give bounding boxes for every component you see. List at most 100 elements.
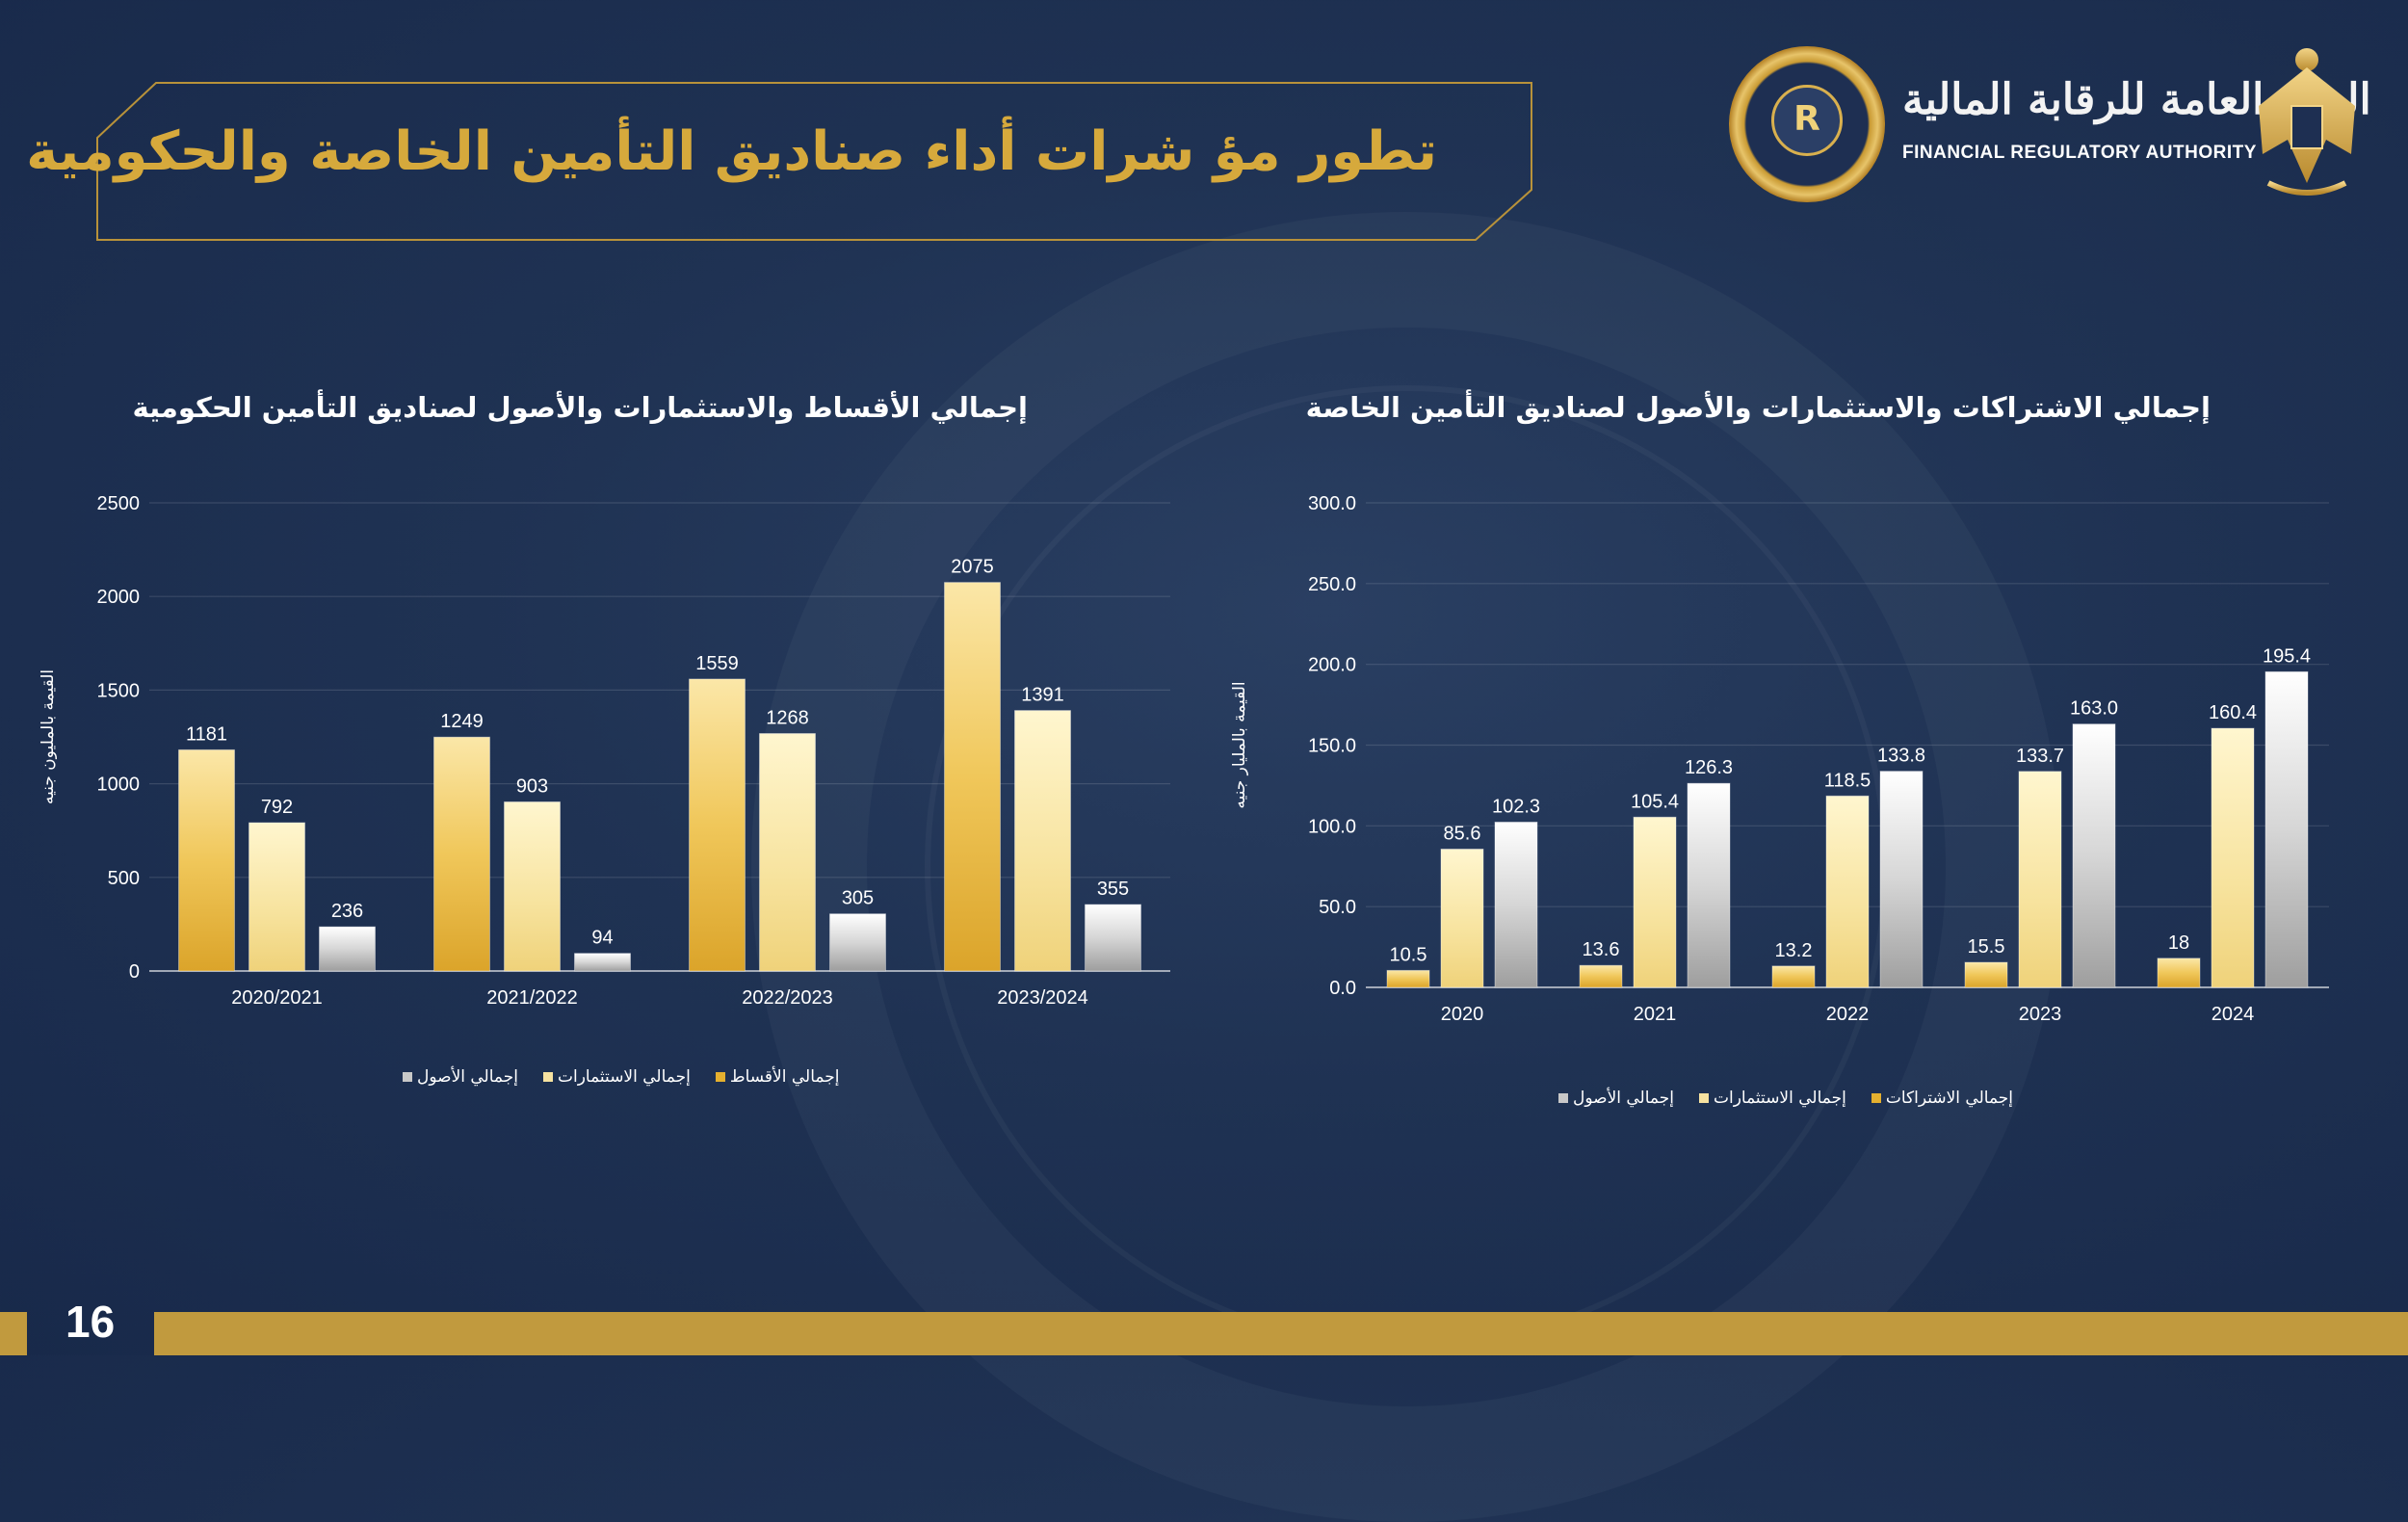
- y-tick-label: 1000: [97, 774, 141, 796]
- data-label: 903: [516, 775, 548, 797]
- data-label: 160.4: [2209, 702, 2257, 723]
- legend-item: إجمالي الأقساط: [715, 1067, 840, 1087]
- legend-label: إجمالي الأصول: [417, 1067, 518, 1087]
- legend-item: إجمالي الاستثمارات: [1698, 1089, 1846, 1108]
- data-label: 792: [261, 797, 293, 818]
- data-label: 1268: [766, 708, 809, 729]
- x-tick-label: 2024: [2212, 1004, 2255, 1025]
- data-label: 18: [2168, 932, 2189, 954]
- bar: [1085, 904, 1141, 972]
- data-label: 10.5: [1390, 944, 1427, 965]
- legend-label: إجمالي الاستثمارات: [1713, 1089, 1846, 1108]
- legend-label: إجمالي الاستثمارات: [557, 1067, 691, 1087]
- data-label: 1181: [186, 723, 227, 745]
- private-chart-legend: إجمالي الأصول إجمالي الاستثمارات إجمالي ال…: [1558, 1089, 2013, 1108]
- x-tick-label: 2020: [1441, 1004, 1484, 1025]
- gov-funds-bar-chart: 0 500 1000 1500 2000 2500 القيمة بالمليون جنيه…: [39, 493, 1170, 1009]
- eagle-emblem-icon: [2259, 48, 2355, 196]
- bar: [2018, 771, 2062, 988]
- y-tick-label: 50.0: [1319, 897, 1356, 918]
- data-label: 195.4: [2263, 645, 2311, 667]
- x-tick-label: 2023: [2019, 1004, 2062, 1025]
- bar: [1494, 821, 1538, 988]
- x-tick-label: 2022/2023: [742, 987, 833, 1009]
- y-tick-label: 2000: [97, 587, 141, 608]
- x-tick-label: 2021: [1634, 1004, 1677, 1025]
- bar: [319, 926, 376, 972]
- data-label: 1249: [440, 711, 484, 732]
- bar: [1633, 816, 1677, 988]
- gov-chart-title: إجمالي الأقساط والاستثمارات والأصول لصنا…: [132, 391, 1028, 424]
- y-axis-label: القيمة بالمليون جنيه: [39, 669, 58, 804]
- legend-swatch: [1871, 1093, 1881, 1103]
- x-tick-label: 2023/2024: [997, 987, 1088, 1009]
- x-tick-label: 2021/2022: [486, 987, 578, 1009]
- legend-item: إجمالي الاشتراكات: [1871, 1089, 2013, 1108]
- bar: [1440, 848, 1484, 988]
- bar: [1825, 795, 1870, 988]
- data-label: 2075: [951, 557, 994, 578]
- legend-label: إجمالي الأصول: [1573, 1089, 1674, 1108]
- footer-bar: [154, 1312, 2408, 1355]
- bar: [829, 913, 886, 972]
- authority-logo: R الهيئة العامة للرقابة المالية FINANCIA…: [1729, 39, 2384, 212]
- data-label: 133.8: [1877, 746, 1925, 767]
- bar: [1386, 969, 1430, 988]
- legend-label: إجمالي الأقساط: [729, 1067, 840, 1087]
- bar: [1879, 771, 1924, 988]
- seal-icon: R: [1729, 46, 1885, 202]
- y-tick-label: 0: [129, 961, 140, 983]
- private-chart-title: إجمالي الاشتراكات والاستثمارات والأصول ل…: [1305, 391, 2211, 424]
- bar: [504, 800, 561, 972]
- data-label: 1559: [695, 653, 739, 674]
- y-tick-label: 0.0: [1329, 978, 1356, 999]
- y-tick-label: 2500: [97, 493, 141, 514]
- slide-title: تطور مؤ شرات أداء صناديق التأمين الخاصة …: [26, 120, 1437, 183]
- bar: [2157, 958, 2201, 988]
- bar: [689, 678, 746, 972]
- bar: [759, 733, 816, 972]
- data-label: 1391: [1021, 685, 1064, 706]
- bar: [2072, 723, 2116, 988]
- page-number: 16: [65, 1297, 116, 1347]
- y-axis-label: القيمة بالمليار جنيه: [1230, 681, 1249, 808]
- y-tick-label: 150.0: [1308, 736, 1356, 757]
- y-tick-label: 200.0: [1308, 655, 1356, 676]
- legend-swatch: [715, 1072, 725, 1082]
- y-tick-label: 300.0: [1308, 493, 1356, 514]
- data-label: 236: [331, 901, 363, 922]
- bar: [1964, 961, 2008, 988]
- legend-label: إجمالي الاشتراكات: [1885, 1089, 2014, 1108]
- private-funds-bar-chart: 0.0 50.0 100.0 150.0 200.0 250.0 300.0 القيمة ب…: [1230, 493, 2329, 1025]
- bar: [249, 822, 305, 972]
- data-label: 118.5: [1824, 770, 1871, 791]
- data-label: 105.4: [1631, 791, 1679, 812]
- bar: [944, 582, 1001, 972]
- data-label: 163.0: [2070, 698, 2118, 720]
- data-label: 126.3: [1685, 757, 1733, 778]
- data-label: 133.7: [2016, 746, 2064, 767]
- bar: [2211, 727, 2255, 988]
- data-label: 13.2: [1775, 940, 1813, 961]
- footer-bar-left: [0, 1312, 27, 1355]
- legend-item: إجمالي الأصول: [1558, 1089, 1674, 1108]
- data-label: 355: [1097, 879, 1129, 900]
- bar: [574, 953, 631, 972]
- y-tick-label: 1500: [97, 680, 141, 701]
- bar: [1579, 964, 1623, 988]
- bar: [2264, 670, 2309, 988]
- authority-name-english: FINANCIAL REGULATORY AUTHORITY: [1902, 143, 2257, 163]
- data-label: 13.6: [1583, 939, 1620, 960]
- data-label: 102.3: [1492, 796, 1540, 817]
- data-label: 305: [842, 888, 874, 909]
- title-banner-frame: [96, 82, 1532, 241]
- legend-item: إجمالي الأصول: [403, 1067, 518, 1087]
- bar: [1771, 965, 1816, 988]
- bar: [178, 748, 235, 972]
- bar: [433, 736, 490, 972]
- y-tick-label: 100.0: [1308, 816, 1356, 837]
- data-label: 85.6: [1444, 823, 1481, 844]
- x-tick-label: 2020/2021: [231, 987, 323, 1009]
- y-tick-label: 250.0: [1308, 574, 1356, 595]
- legend-swatch: [1558, 1093, 1568, 1103]
